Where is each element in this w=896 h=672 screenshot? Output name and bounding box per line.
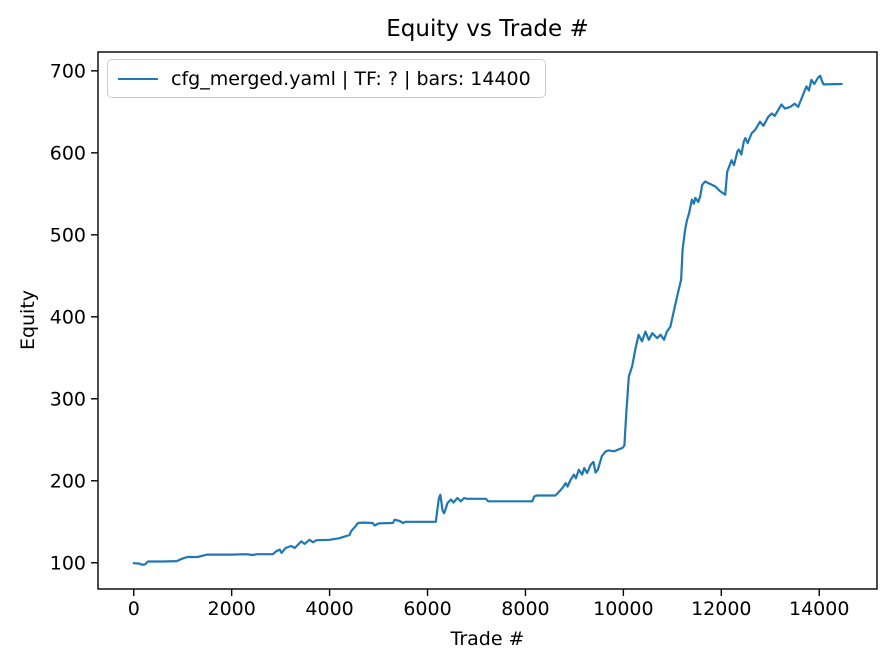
- x-tick-label: 14000: [789, 598, 849, 620]
- y-tick-label: 200: [50, 470, 86, 492]
- equity-line: [132, 74, 843, 566]
- y-tick-label: 700: [50, 60, 86, 82]
- axes-frame: [97, 51, 878, 590]
- x-axis-label: Trade #: [450, 628, 525, 650]
- x-tick-label: 10000: [593, 598, 653, 620]
- legend-line-swatch: [118, 77, 158, 80]
- y-tick-label: 500: [50, 224, 86, 246]
- y-tick-label: 600: [50, 142, 86, 164]
- x-tick-label: 12000: [691, 598, 751, 620]
- x-tick-label: 4000: [305, 598, 353, 620]
- x-tick-label: 6000: [403, 598, 451, 620]
- x-tick-label: 2000: [207, 598, 255, 620]
- legend-label: cfg_merged.yaml | TF: ? | bars: 14400: [171, 67, 531, 90]
- y-tick-label: 300: [50, 388, 86, 410]
- y-tick-label: 400: [50, 306, 86, 328]
- x-tick-label: 0: [128, 598, 140, 620]
- y-tick-label: 100: [50, 552, 86, 574]
- chart-title: Equity vs Trade #: [386, 16, 589, 42]
- legend: cfg_merged.yaml | TF: ? | bars: 14400: [107, 59, 546, 98]
- x-tick-label: 8000: [501, 598, 549, 620]
